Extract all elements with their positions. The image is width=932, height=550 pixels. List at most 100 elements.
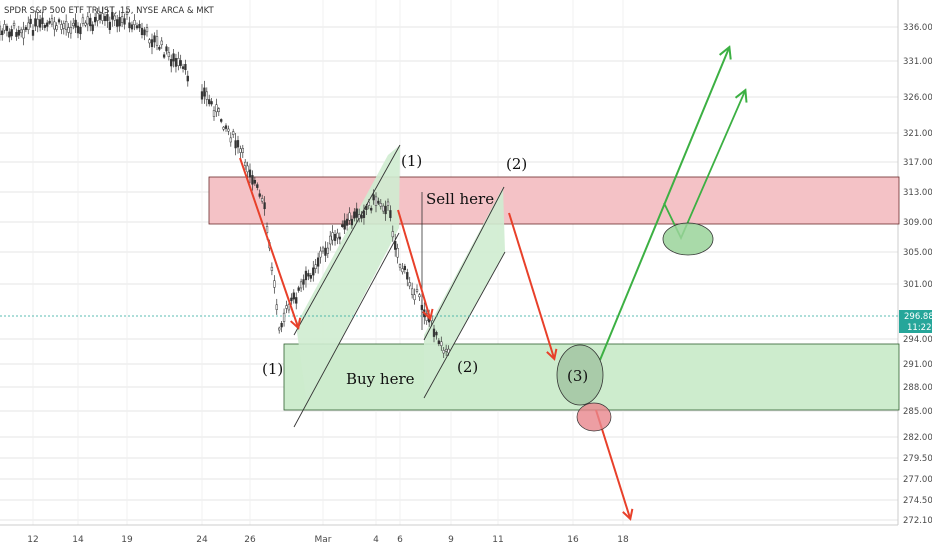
candle-body (415, 288, 419, 292)
candle-body (138, 23, 141, 29)
grid-lines (0, 0, 898, 525)
candle-body (10, 29, 13, 37)
x-tick-label: 14 (72, 535, 84, 545)
candle-body (396, 248, 399, 258)
candle-body (420, 304, 424, 310)
channel-1 (296, 145, 400, 405)
candle-body (212, 110, 216, 117)
candle-body (263, 202, 266, 210)
candle-body (367, 201, 370, 206)
candle-body (418, 294, 421, 298)
time-label: 11:22 (907, 323, 932, 333)
candle-body (140, 27, 144, 36)
candle-body (394, 241, 397, 250)
candle-body (41, 17, 44, 24)
candle-body (295, 297, 298, 304)
x-tick-label: 18 (617, 535, 629, 545)
candle-body (15, 32, 18, 37)
candle-body (355, 208, 358, 218)
candle-body (350, 218, 354, 226)
candle-body (430, 315, 433, 322)
candle-body (256, 184, 259, 188)
x-tick-label: Mar (315, 535, 332, 545)
red-arrow-3 (508, 212, 554, 358)
candle-body (307, 273, 310, 277)
candle-body (273, 280, 276, 288)
candle-body (186, 75, 189, 82)
candle-body (143, 29, 146, 36)
candle-body (253, 180, 257, 184)
candle-body (270, 266, 274, 271)
channel-2-lower-line (423, 251, 506, 399)
candle-body (130, 24, 134, 30)
candle-body (406, 272, 409, 280)
label-2-bottom: (2) (457, 358, 478, 376)
candle-body (348, 212, 351, 221)
x-tick-label: 4 (373, 535, 379, 545)
candle-body (437, 340, 441, 345)
candle-body (31, 30, 35, 36)
candle-body (229, 137, 232, 143)
red-arrow-1 (239, 157, 298, 327)
candle-body (50, 18, 54, 25)
ellipse-red (576, 402, 612, 432)
candle-body (205, 91, 208, 100)
y-tick-label: 313.00 (903, 188, 932, 198)
candle-body (12, 22, 16, 26)
candle-body (24, 27, 28, 30)
candle-body (336, 232, 339, 239)
candle-body (382, 205, 385, 212)
candle-body (333, 234, 337, 241)
label-2-top: (2) (506, 155, 527, 173)
candle-body (53, 21, 56, 30)
candle-body (215, 104, 218, 113)
label-1-top: (1) (401, 152, 422, 170)
candle-body (200, 91, 204, 100)
candle-body (365, 205, 368, 210)
candle-body (444, 348, 448, 352)
x-tick-label: 16 (567, 535, 579, 545)
y-tick-label: 321.00 (903, 129, 932, 139)
candle-body (360, 215, 363, 219)
candle-body (280, 322, 283, 328)
candle-body (241, 148, 244, 153)
candle-body (377, 200, 380, 204)
y-tick-label: 291.00 (903, 360, 932, 370)
chart-title: SPDR S&P 500 ETF TRUST, 15, NYSE ARCA & … (4, 6, 214, 16)
candle-body (224, 125, 228, 129)
y-tick-label: 282.00 (903, 433, 932, 443)
candle-body (312, 267, 315, 276)
candle-body (217, 108, 220, 112)
candle-body (123, 18, 126, 25)
x-axis-ticks: 12 14 19 24 26 Mar 4 6 9 11 16 18 (27, 535, 629, 545)
candle-body (275, 304, 278, 310)
candle-body (403, 265, 407, 271)
candle-body (158, 46, 161, 50)
candle-body (251, 175, 254, 185)
candle-body (326, 247, 329, 254)
y-tick-label: 331.00 (903, 57, 932, 67)
y-tick-label: 277.00 (903, 475, 932, 485)
candle-body (324, 247, 327, 256)
y-tick-label: 326.00 (903, 93, 932, 103)
candle-body (304, 270, 308, 281)
candle-body (150, 39, 154, 48)
candle-body (116, 19, 119, 27)
candle-body (94, 16, 97, 23)
candle-body (86, 16, 89, 25)
candle-body (160, 40, 163, 46)
x-tick-label: 24 (196, 535, 208, 545)
candle-body (67, 27, 70, 33)
candle-body (91, 24, 94, 31)
candle-body (125, 11, 129, 15)
red-arrow-2 (397, 209, 430, 318)
candle-body (57, 19, 61, 23)
candle-body (113, 15, 116, 21)
candle-body (329, 235, 332, 245)
candle-body (285, 305, 288, 309)
candle-body (167, 52, 170, 57)
x-tick-label: 12 (27, 535, 38, 545)
candle-body (220, 119, 223, 122)
candle-body (55, 25, 58, 30)
candle-body (410, 288, 414, 295)
